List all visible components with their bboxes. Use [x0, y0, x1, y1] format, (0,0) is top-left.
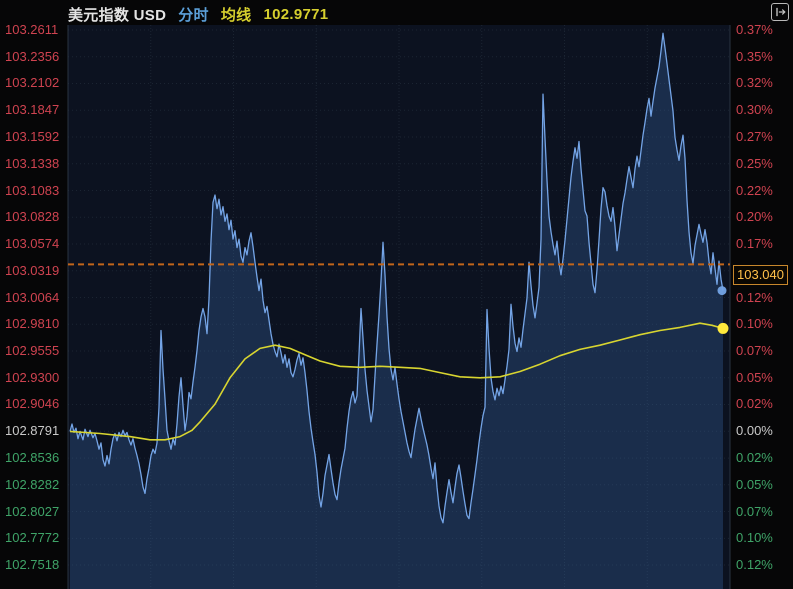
- percent-axis-label: 0.02%: [736, 450, 773, 466]
- price-axis-label: 103.0574: [5, 235, 60, 251]
- price-axis-label: 102.8536: [5, 450, 60, 466]
- last-price-value: 103.040: [737, 267, 784, 283]
- price-axis-label: 103.1592: [5, 129, 60, 145]
- price-axis-label: 102.9046: [5, 396, 60, 412]
- price-axis-label: 102.9300: [5, 369, 60, 385]
- percent-axis-label: 0.12%: [736, 557, 773, 572]
- price-axis-label: 103.1083: [5, 182, 60, 198]
- percent-axis-label: 0.37%: [736, 22, 773, 37]
- price-axis-label: 102.9555: [5, 343, 60, 359]
- percent-axis-label: 0.07%: [736, 503, 773, 519]
- price-axis-label: 102.8791: [5, 423, 60, 439]
- percent-axis-label: 0.05%: [736, 369, 773, 385]
- percent-axis-label: 0.27%: [736, 129, 773, 145]
- price-axis-label: 103.0064: [5, 289, 60, 305]
- percent-axis-label: 0.30%: [736, 102, 773, 118]
- tab-intraday[interactable]: 分时: [178, 6, 209, 24]
- price-axis-label: 103.0828: [5, 209, 60, 225]
- percent-axis-label: 0.25%: [736, 155, 773, 171]
- percent-axis-label: 0.02%: [736, 396, 773, 412]
- price-axis-label: 102.8282: [5, 476, 60, 492]
- expand-panel-button[interactable]: [771, 3, 789, 21]
- plot-area[interactable]: [68, 25, 730, 589]
- price-axis-label: 102.8027: [5, 503, 60, 519]
- last-price-tag: 103.040: [733, 265, 788, 286]
- percent-axis-label: 0.07%: [736, 343, 773, 359]
- price-axis-label: 102.7518: [5, 557, 60, 572]
- percent-axis-label: 0.00%: [736, 423, 773, 439]
- percent-axis-label: 0.22%: [736, 182, 773, 198]
- percent-axis-label: 0.05%: [736, 476, 773, 492]
- panel-expand-icon: [776, 7, 786, 17]
- price-axis-label: 103.2356: [5, 48, 60, 64]
- percent-axis-label: 0.32%: [736, 75, 773, 91]
- price-axis-label: 103.1338: [5, 155, 60, 171]
- price-axis-label: 103.0319: [5, 262, 60, 278]
- tab-moving-average[interactable]: 均线: [220, 6, 252, 24]
- chart-header: 美元指数 USD 分时 均线 102.9771: [68, 3, 328, 25]
- price-axis-label: 103.2102: [5, 75, 60, 91]
- percent-axis-label: 0.17%: [736, 235, 773, 251]
- price-axis-label: 103.1847: [5, 102, 60, 118]
- instrument-name: 美元指数 USD: [68, 6, 167, 24]
- ma-current-value: 102.9771: [263, 5, 329, 23]
- percent-axis-label: 0.12%: [736, 289, 773, 305]
- percent-axis-label: 0.20%: [736, 209, 773, 225]
- percent-axis-label: 0.35%: [736, 48, 773, 64]
- percent-axis-label: 0.10%: [736, 316, 773, 332]
- price-axis-label: 102.9810: [5, 316, 60, 332]
- price-axis-label: 103.2611: [5, 22, 59, 37]
- percent-axis-label: 0.10%: [736, 530, 773, 546]
- price-axis-label: 102.7772: [5, 530, 60, 546]
